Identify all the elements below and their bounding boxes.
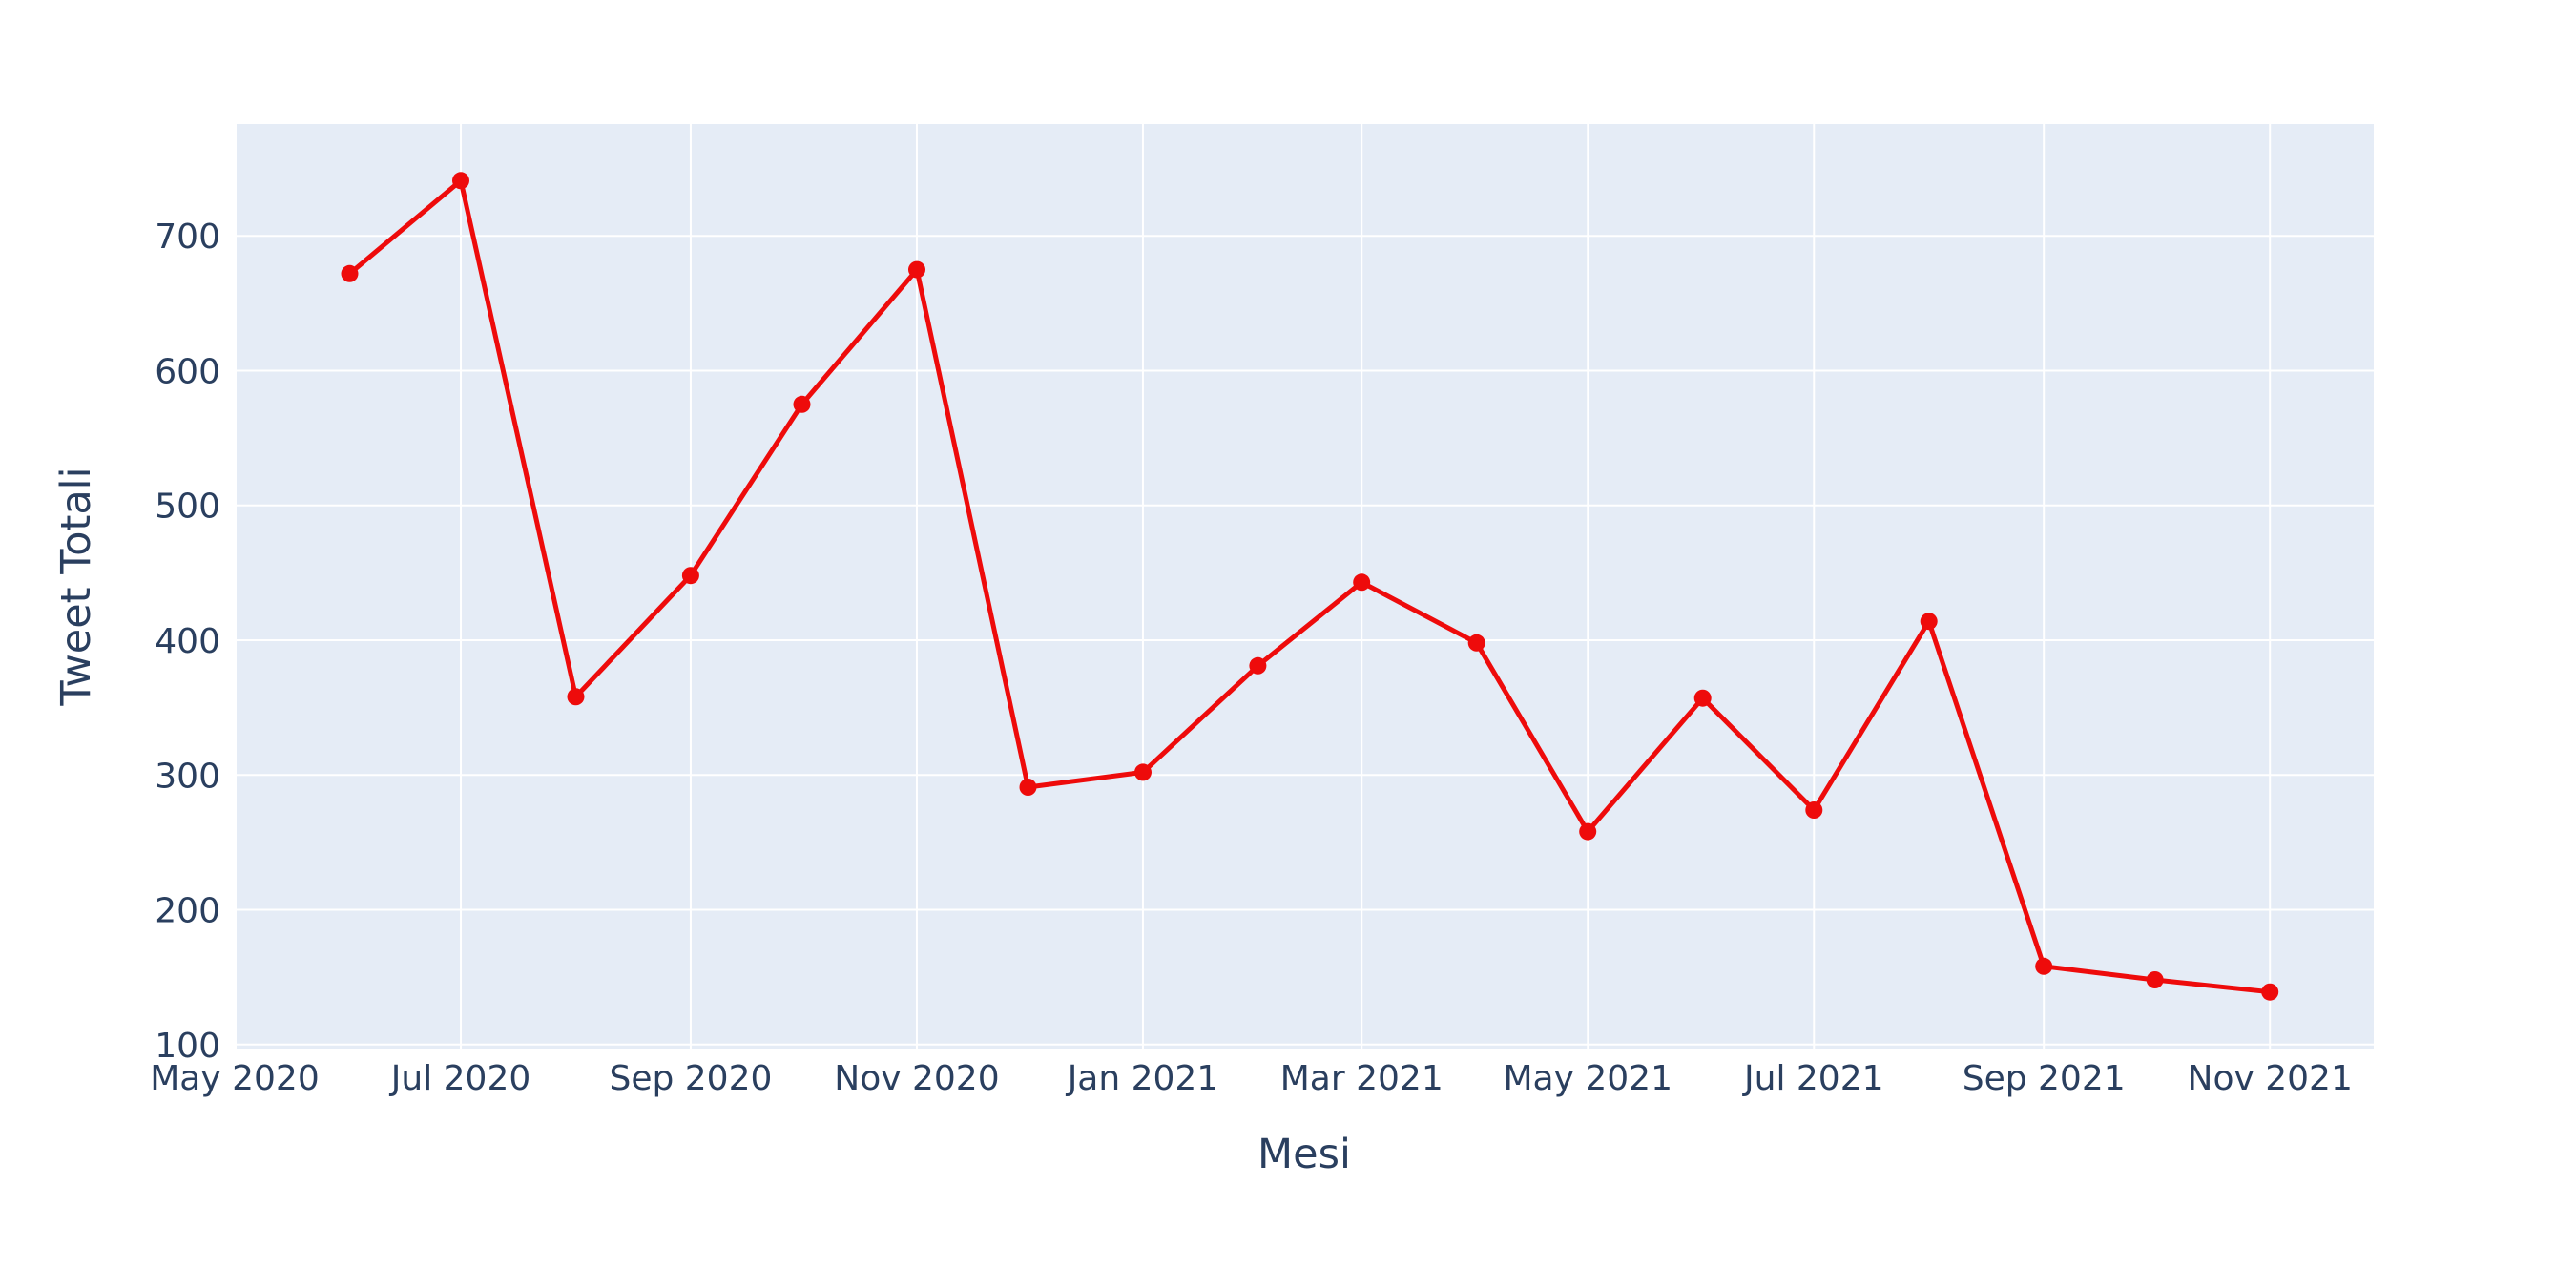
x-tick-label: Sep 2021 [1963, 1059, 2126, 1098]
data-point [1134, 763, 1152, 781]
data-point [1693, 689, 1712, 707]
y-tick-label: 700 [155, 218, 220, 257]
grid-lines [233, 124, 2374, 1049]
y-tick-label: 100 [155, 1027, 220, 1066]
x-tick-label: Nov 2020 [834, 1059, 999, 1098]
data-point [452, 172, 469, 190]
axes: May 2020 Jul 2020 Sep 2020 Nov 2020 Jan 2021… [150, 218, 2353, 1098]
series-layer [341, 172, 2279, 1001]
data-point [2035, 957, 2053, 975]
data-point [908, 260, 925, 279]
x-tick-label: Jul 2021 [1742, 1059, 1884, 1098]
data-point [793, 395, 811, 413]
x-tick-label: Jan 2021 [1066, 1059, 1219, 1098]
series-line [347, 177, 2273, 995]
y-tick-label: 600 [155, 352, 220, 391]
y-tick-label: 500 [155, 488, 220, 527]
x-axis-title: Mesi [1257, 1131, 1351, 1178]
data-point [1353, 573, 1371, 592]
y-tick-label: 200 [155, 892, 220, 931]
data-point [1579, 822, 1597, 841]
data-point [1805, 801, 1823, 819]
x-tick-label: May 2020 [150, 1059, 320, 1098]
x-tick-label: May 2021 [1503, 1059, 1672, 1098]
plot-background [235, 124, 2374, 1049]
x-tick-label: Jul 2020 [389, 1059, 531, 1098]
data-point [681, 567, 699, 585]
data-point [2261, 983, 2279, 1001]
data-point [341, 264, 359, 282]
data-point [567, 688, 585, 706]
data-point [1249, 656, 1267, 675]
data-point [1467, 634, 1485, 652]
x-tick-label: Nov 2021 [2188, 1059, 2353, 1098]
y-axis-title: Tweet Totali [52, 467, 100, 706]
y-tick-label: 400 [155, 622, 220, 661]
y-tick-label: 300 [155, 757, 220, 796]
data-point [2146, 971, 2164, 988]
x-tick-label: Sep 2020 [609, 1059, 772, 1098]
data-point [1920, 613, 1938, 631]
x-tick-label: Mar 2021 [1280, 1059, 1444, 1098]
data-point [1019, 779, 1037, 796]
